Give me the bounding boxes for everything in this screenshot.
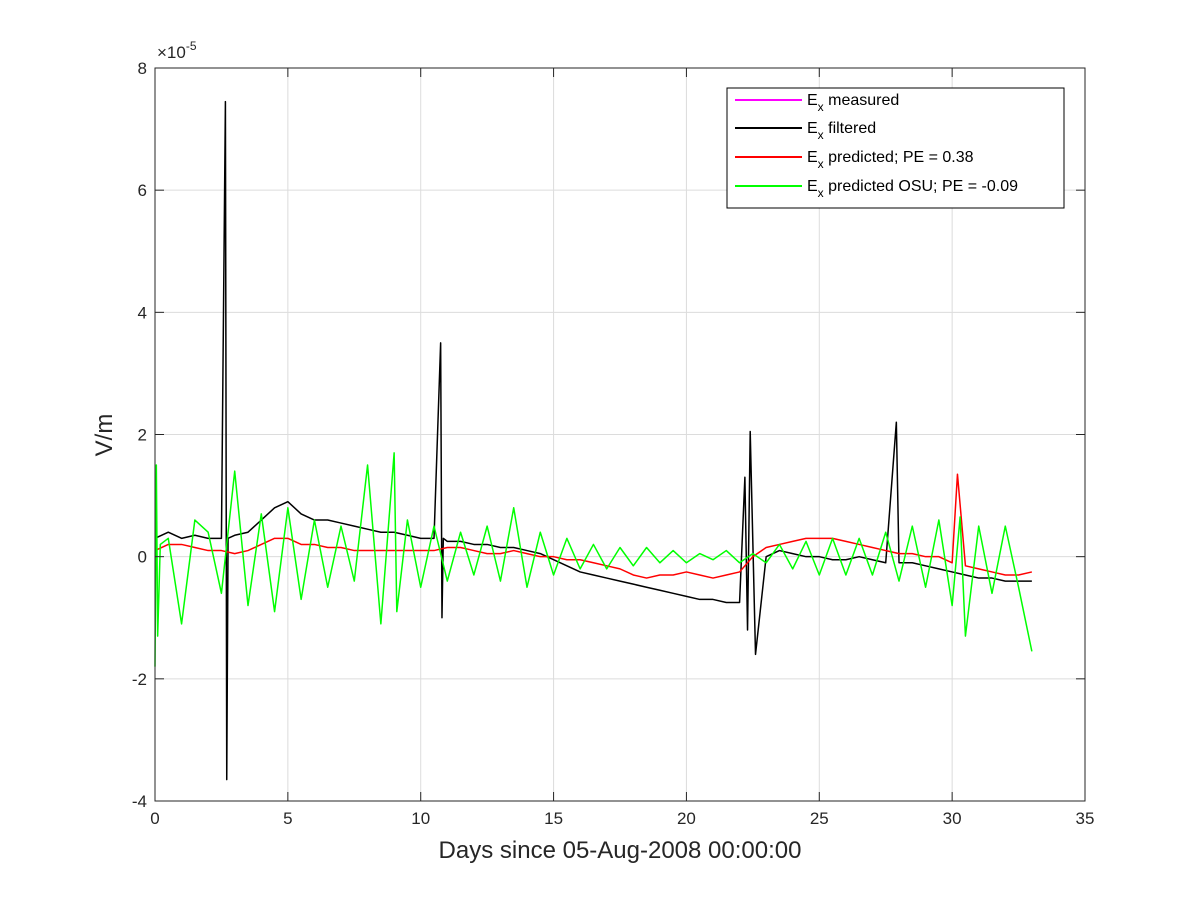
x-tick-label: 15 xyxy=(544,809,563,828)
x-tick-label: 30 xyxy=(943,809,962,828)
y-tick-label: 4 xyxy=(138,303,147,322)
y-tick-label: 6 xyxy=(138,181,147,200)
y-tick-label: -2 xyxy=(132,670,147,689)
x-tick-label: 20 xyxy=(677,809,696,828)
y-axis: -4 -2 0 2 4 6 8 xyxy=(132,59,1085,811)
y-axis-label: V/m xyxy=(91,414,118,457)
y-exponent: ×10-5 xyxy=(157,39,197,62)
x-tick-label: 35 xyxy=(1076,809,1095,828)
series-line-3 xyxy=(154,452,1033,667)
legend-label-1: Ex filtered xyxy=(807,120,876,142)
series-line-2 xyxy=(154,473,1033,579)
y-tick-label: 2 xyxy=(138,426,147,445)
legend-label-2: Ex predicted; PE = 0.38 xyxy=(807,149,974,171)
x-tick-label: 25 xyxy=(810,809,829,828)
legend: Ex measured Ex filtered Ex predicted; PE =… xyxy=(726,87,1065,209)
y-tick-label: 0 xyxy=(138,548,147,567)
y-tick-label: -4 xyxy=(132,792,147,811)
x-tick-label: 10 xyxy=(411,809,430,828)
x-tick-label: 5 xyxy=(283,809,292,828)
series-layer xyxy=(154,100,1033,781)
x-tick-label: 0 xyxy=(150,809,159,828)
x-axis: 0 5 10 15 20 25 30 35 xyxy=(150,68,1094,828)
x-axis-label: Days since 05-Aug-2008 00:00:00 xyxy=(439,837,802,864)
legend-label-0: Ex measured xyxy=(807,92,899,114)
y-tick-label: 8 xyxy=(138,59,147,78)
legend-box xyxy=(726,87,1065,209)
legend-label-3: Ex predicted OSU; PE = -0.09 xyxy=(807,178,1018,200)
